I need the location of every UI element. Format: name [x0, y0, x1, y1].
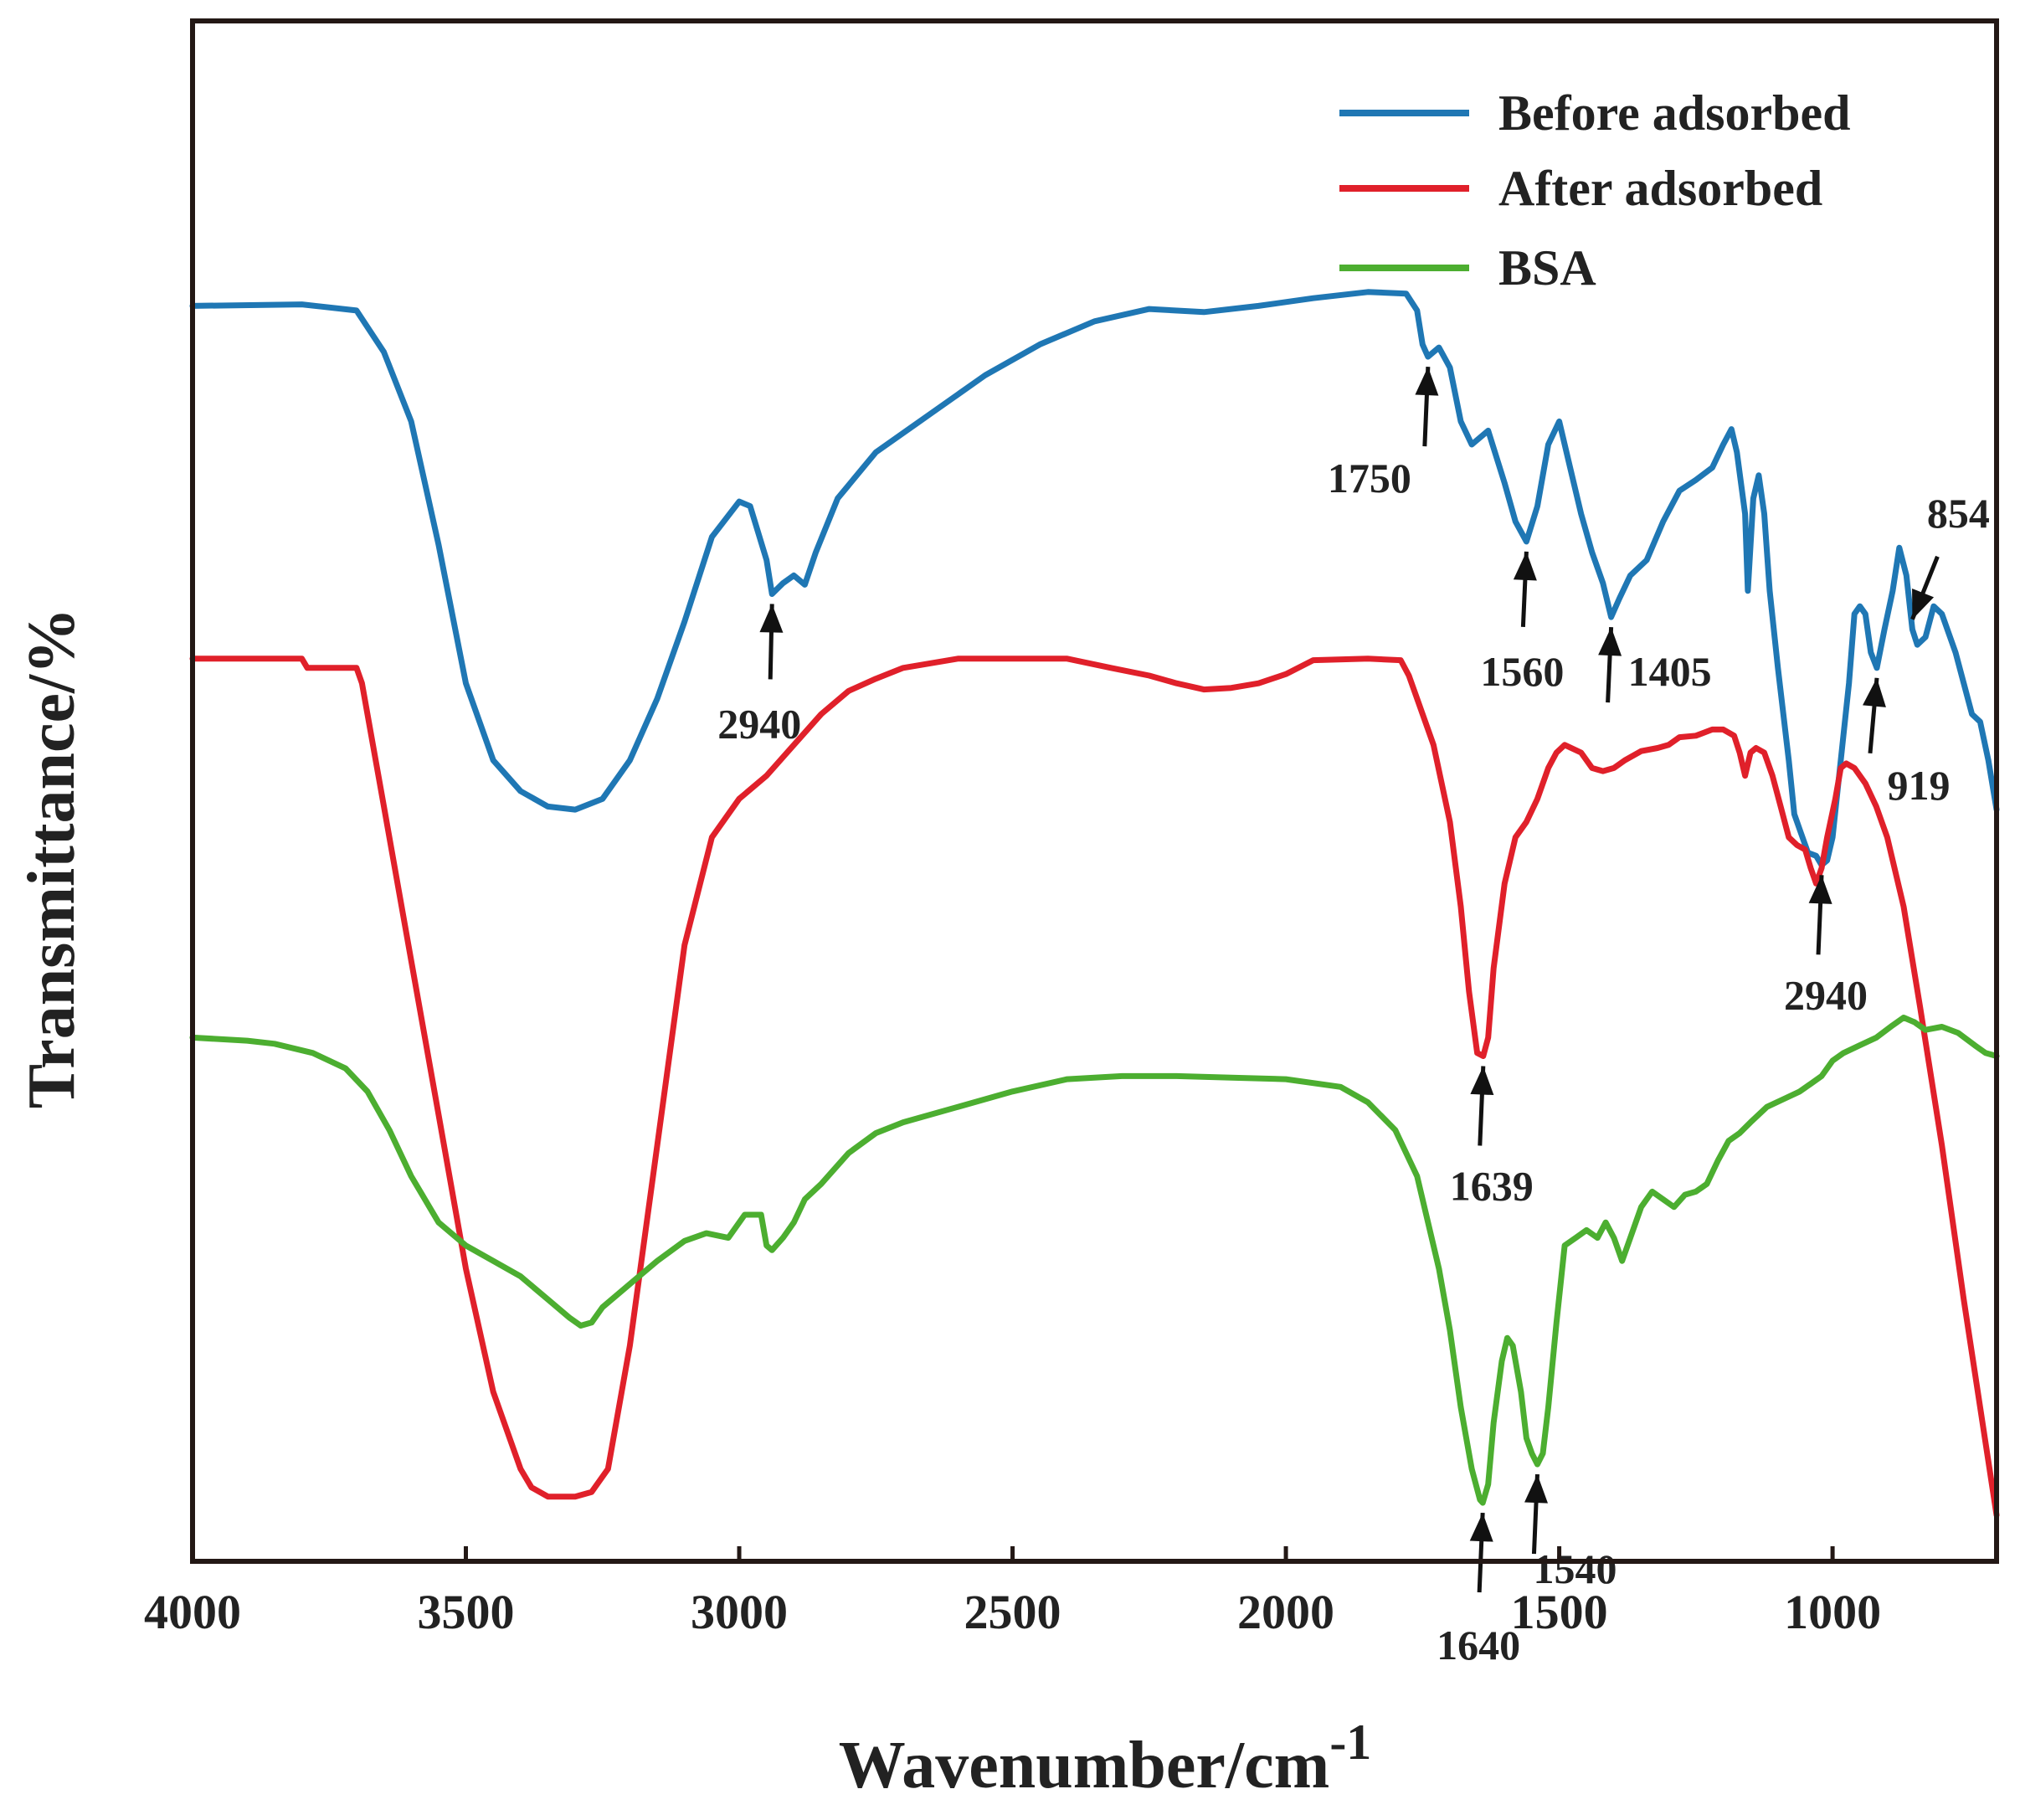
x-tick-label: 1000 — [1784, 1585, 1881, 1639]
annotation-label: 2940 — [717, 700, 801, 747]
annotation-2940: 2940 — [717, 604, 801, 747]
series-line-bsa — [189, 1015, 2000, 1506]
x-axis-title-text: Wavenumber/cm — [839, 1729, 1330, 1802]
annotation-label: 919 — [1887, 762, 1950, 809]
annotation-label: 1750 — [1328, 455, 1411, 501]
x-tick-label: 3000 — [691, 1585, 788, 1639]
annotation-arrow-head — [1912, 589, 1935, 620]
annotation-1639: 1639 — [1450, 1066, 1534, 1209]
annotation-854: 854 — [1910, 490, 1990, 620]
annotation-1405: 1405 — [1598, 626, 1712, 703]
annotation-arrow-head — [1863, 677, 1886, 707]
annotation-label: 2940 — [1784, 971, 1868, 1018]
annotation-label: 1639 — [1450, 1162, 1534, 1209]
annotation-label: 854 — [1927, 490, 1990, 537]
x-tick-label: 2500 — [964, 1585, 1061, 1639]
legend-label-before-adsorbed: Before adsorbed — [1498, 85, 1851, 141]
annotation-2940: 2940 — [1784, 875, 1868, 1018]
annotation-1750: 1750 — [1328, 367, 1439, 501]
x-axis-title: Wavenumber/cm-1 — [839, 1715, 1372, 1802]
annotation-arrow-head — [1524, 1474, 1549, 1504]
series-line-after-adsorbed — [189, 656, 2000, 1519]
legend-label-bsa: BSA — [1498, 240, 1596, 296]
annotation-arrow-head — [1469, 1513, 1493, 1542]
annotation-919: 919 — [1863, 677, 1950, 809]
x-tick-label: 3500 — [418, 1585, 515, 1639]
annotation-arrow-head — [1808, 875, 1832, 904]
annotation-label: 1540 — [1533, 1545, 1617, 1592]
legend: Before adsorbed After adsorbed BSA — [1339, 85, 1851, 296]
legend-label-after-adsorbed: After adsorbed — [1498, 161, 1822, 216]
series-layer — [189, 289, 2000, 1519]
y-axis-title: Transmittance/% — [15, 608, 89, 1108]
plot-frame — [190, 18, 1999, 1564]
annotation-1640: 1640 — [1437, 1512, 1520, 1668]
x-tick-label: 4000 — [144, 1585, 241, 1639]
annotation-layer: 2940 1750 1560 1405 919 854 1639 2940 1640 1540 — [717, 367, 1990, 1668]
annotation-arrow-head — [1598, 627, 1622, 656]
annotation-arrow-head — [1513, 551, 1537, 581]
annotation-arrow-head — [759, 604, 784, 633]
annotation-label: 1560 — [1480, 648, 1564, 695]
x-axis-title-superscript: -1 — [1329, 1715, 1371, 1770]
annotation-1540: 1540 — [1524, 1473, 1617, 1592]
annotation-label: 1640 — [1437, 1622, 1520, 1668]
annotation-arrow-head — [1415, 367, 1439, 396]
annotation-1560: 1560 — [1480, 551, 1564, 695]
x-axis-ticks: 4000 3500 3000 2500 2000 1500 1000 — [144, 1546, 1881, 1639]
x-tick-label: 2000 — [1237, 1585, 1334, 1639]
annotation-arrow-head — [1470, 1066, 1494, 1096]
x-tick-label: 1500 — [1511, 1585, 1608, 1639]
series-line-before-adsorbed — [189, 289, 2000, 868]
annotation-label: 1405 — [1628, 648, 1712, 695]
